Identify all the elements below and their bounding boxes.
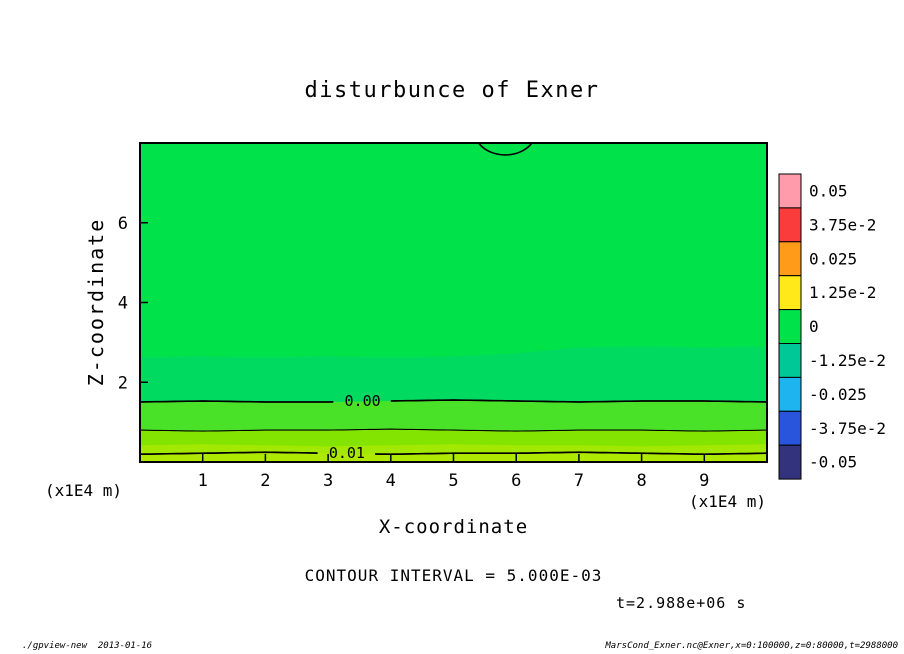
contour-interval-text: CONTOUR INTERVAL = 5.000E-03: [304, 566, 603, 585]
y-tick-label: 6: [118, 214, 128, 234]
colorbar-cell: [778, 376, 802, 412]
x-tick-label: 9: [699, 471, 709, 491]
colorbar-cell: [778, 444, 802, 480]
colorbar-label: -3.75e-2: [809, 419, 886, 438]
chart-title: disturbunce of Exner: [304, 78, 600, 103]
x-tick-label: 2: [260, 471, 270, 491]
contour-line: [140, 400, 334, 403]
colorbar-label: -0.05: [809, 453, 857, 472]
colorbar-label: 0.05: [809, 181, 848, 200]
contour-line: [140, 428, 767, 432]
colorbar-label: 0: [809, 317, 819, 336]
colorbar-label: 1.25e-2: [809, 283, 876, 302]
contour-fill-bands: [140, 143, 767, 462]
contour-lines: [140, 399, 767, 456]
contour-line: [390, 399, 767, 403]
y-tick-label: 2: [118, 373, 128, 393]
x-tick-label: 3: [323, 471, 333, 491]
contour-label: 0.00: [345, 392, 381, 410]
axis-ticks: [140, 222, 706, 462]
x-axis-unit: (x1E4 m): [689, 492, 767, 511]
x-tick-label: 1: [198, 471, 208, 491]
x-tick-label: 8: [636, 471, 646, 491]
y-axis-unit: (x1E4 m): [45, 481, 123, 500]
y-axis-label: Z-coordinate: [84, 217, 108, 387]
footer-command-text: ./gpview-new 2013-01-16: [22, 641, 153, 651]
colorbar-label: -0.025: [809, 385, 867, 404]
colorbar-cell: [778, 173, 802, 209]
colorbar-cell: [778, 410, 802, 446]
colorbar-cell: [778, 207, 802, 243]
colorbar-label: -1.25e-2: [809, 351, 886, 370]
y-tick-label: 4: [118, 294, 128, 314]
contour-label: 0.01: [329, 444, 365, 462]
x-axis-label: X-coordinate: [378, 516, 529, 538]
time-label: t=2.988e+06 s: [616, 594, 747, 612]
colorbar-cell: [778, 309, 802, 345]
colorbar-label: 0.025: [809, 249, 857, 268]
colorbar-cell: [778, 343, 802, 378]
colorbar-cell: [778, 275, 802, 311]
contour-line: [375, 451, 767, 456]
x-tick-label: 6: [511, 471, 521, 491]
top-closed-contour: [477, 143, 533, 156]
footer-source-text: MarsCond_Exner.nc@Exner,x=0:100000,z=0:8…: [605, 641, 898, 651]
x-tick-label: 7: [574, 471, 584, 491]
x-tick-label: 5: [448, 471, 458, 491]
contour-line: [140, 451, 318, 456]
x-tick-label: 4: [386, 471, 396, 491]
colorbar-cell: [778, 241, 802, 277]
colorbar: 0.05 3.75e-2 0.025 1.25e-2 0 -1.25e-2 -0.025 -3…: [778, 173, 886, 480]
colorbar-label: 3.75e-2: [809, 215, 876, 234]
